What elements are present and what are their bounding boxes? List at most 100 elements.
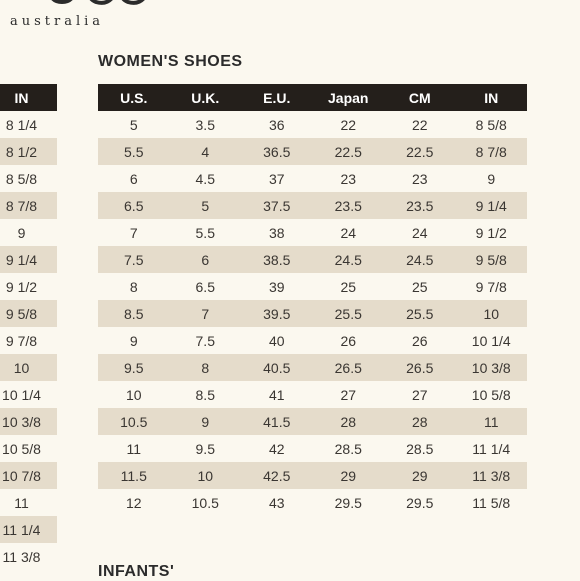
table-cell: 11 1/4 <box>455 435 527 462</box>
table-cell: 8 1/2 <box>0 138 57 165</box>
table-row: 11 <box>0 489 57 516</box>
table-row: 8 6.5 39 25 25 9 7/8 <box>98 273 527 300</box>
table-cell: 24 <box>384 219 456 246</box>
table-cell: 4 <box>169 138 241 165</box>
table-cell: 11.5 <box>98 462 170 489</box>
table-cell: 28.5 <box>384 435 456 462</box>
table-cell: 4.5 <box>169 165 241 192</box>
table-cell: 10 5/8 <box>0 435 57 462</box>
table-cell: 22 <box>312 111 384 138</box>
table-cell: 9 7/8 <box>455 273 527 300</box>
table-cell: 6 <box>98 165 170 192</box>
column-header: IN <box>455 84 527 111</box>
column-header: U.S. <box>98 84 170 111</box>
table-row: 7 5.5 38 24 24 9 1/2 <box>98 219 527 246</box>
table-row: 10 <box>0 354 57 381</box>
table-row: 5.5 4 36.5 22.5 22.5 8 7/8 <box>98 138 527 165</box>
table-row: 8 5/8 <box>0 165 57 192</box>
table-cell: 10 3/8 <box>455 354 527 381</box>
table-cell: 39.5 <box>241 300 313 327</box>
table-cell: 8 <box>98 273 170 300</box>
table-row: 10 5/8 <box>0 435 57 462</box>
table-cell: 7.5 <box>169 327 241 354</box>
table-row: 9 7.5 40 26 26 10 1/4 <box>98 327 527 354</box>
table-cell: 28.5 <box>312 435 384 462</box>
column-header: CM <box>384 84 456 111</box>
table-cell: 7 <box>98 219 170 246</box>
table-row: 7.5 6 38.5 24.5 24.5 9 5/8 <box>98 246 527 273</box>
table-cell: 25 <box>384 273 456 300</box>
table-cell: 23 <box>384 165 456 192</box>
womens-size-table: U.S. U.K. E.U. Japan CM IN 5 3.5 36 22 22 8 5/8 5.5… <box>98 84 527 516</box>
table-cell: 26.5 <box>384 354 456 381</box>
table-cell: 9.5 <box>98 354 170 381</box>
table-cell: 29.5 <box>384 489 456 516</box>
table-cell: 9 1/4 <box>0 246 57 273</box>
table-cell: 41.5 <box>241 408 313 435</box>
column-header: IN <box>0 84 57 111</box>
table-cell: 24.5 <box>384 246 456 273</box>
table-cell: 36 <box>241 111 313 138</box>
table-cell: 40.5 <box>241 354 313 381</box>
table-cell: 10 5/8 <box>455 381 527 408</box>
table-row: 9 <box>0 219 57 246</box>
table-cell: 6.5 <box>169 273 241 300</box>
table-row: 11 1/4 <box>0 516 57 543</box>
table-cell: 25.5 <box>384 300 456 327</box>
table-cell: 9.5 <box>169 435 241 462</box>
table-cell: 10.5 <box>169 489 241 516</box>
table-cell: 37.5 <box>241 192 313 219</box>
table-cell: 9 <box>98 327 170 354</box>
table-cell: 7.5 <box>98 246 170 273</box>
table-cell: 10 7/8 <box>0 462 57 489</box>
table-cell: 5.5 <box>169 219 241 246</box>
table-row: 8.5 7 39.5 25.5 25.5 10 <box>98 300 527 327</box>
table-row: 9 5/8 <box>0 300 57 327</box>
table-row: 9 1/4 <box>0 246 57 273</box>
table-cell: 10 1/4 <box>455 327 527 354</box>
table-cell: 5 <box>169 192 241 219</box>
ugg-logo <box>51 0 145 5</box>
table-cell: 9 <box>455 165 527 192</box>
table-cell: 10 <box>169 462 241 489</box>
table-row: 8 1/2 <box>0 138 57 165</box>
table-cell: 8 <box>169 354 241 381</box>
table-cell: 36.5 <box>241 138 313 165</box>
table-cell: 6.5 <box>98 192 170 219</box>
table-cell: 11 <box>455 408 527 435</box>
table-row: 6 4.5 37 23 23 9 <box>98 165 527 192</box>
column-header: Japan <box>312 84 384 111</box>
table-row: 10 3/8 <box>0 408 57 435</box>
table-cell: 38 <box>241 219 313 246</box>
table-cell: 8 7/8 <box>455 138 527 165</box>
table-cell: 42 <box>241 435 313 462</box>
table-row: 5 3.5 36 22 22 8 5/8 <box>98 111 527 138</box>
table-row: 6.5 5 37.5 23.5 23.5 9 1/4 <box>98 192 527 219</box>
table-cell: 9 1/2 <box>455 219 527 246</box>
table-cell: 10 <box>98 381 170 408</box>
table-cell: 39 <box>241 273 313 300</box>
table-row: 11.5 10 42.5 29 29 11 3/8 <box>98 462 527 489</box>
table-cell: 23.5 <box>384 192 456 219</box>
table-cell: 11 <box>0 489 57 516</box>
table-cell: 8 1/4 <box>0 111 57 138</box>
table-cell: 9 <box>169 408 241 435</box>
table-cell: 29 <box>384 462 456 489</box>
table-row: 11 3/8 <box>0 543 57 570</box>
table-cell: 26.5 <box>312 354 384 381</box>
table-row: 9 7/8 <box>0 327 57 354</box>
table-cell: 12 <box>98 489 170 516</box>
table-cell: 10 3/8 <box>0 408 57 435</box>
table-cell: 22.5 <box>384 138 456 165</box>
table-cell: 27 <box>312 381 384 408</box>
table-cell: 11 3/8 <box>455 462 527 489</box>
table-cell: 22.5 <box>312 138 384 165</box>
table-cell: 40 <box>241 327 313 354</box>
table-row: 8 7/8 <box>0 192 57 219</box>
table-row: 10 1/4 <box>0 381 57 408</box>
table-cell: 11 1/4 <box>0 516 57 543</box>
table-cell: 38.5 <box>241 246 313 273</box>
table-cell: 23.5 <box>312 192 384 219</box>
table-cell: 9 5/8 <box>0 300 57 327</box>
table-cell: 8 5/8 <box>455 111 527 138</box>
